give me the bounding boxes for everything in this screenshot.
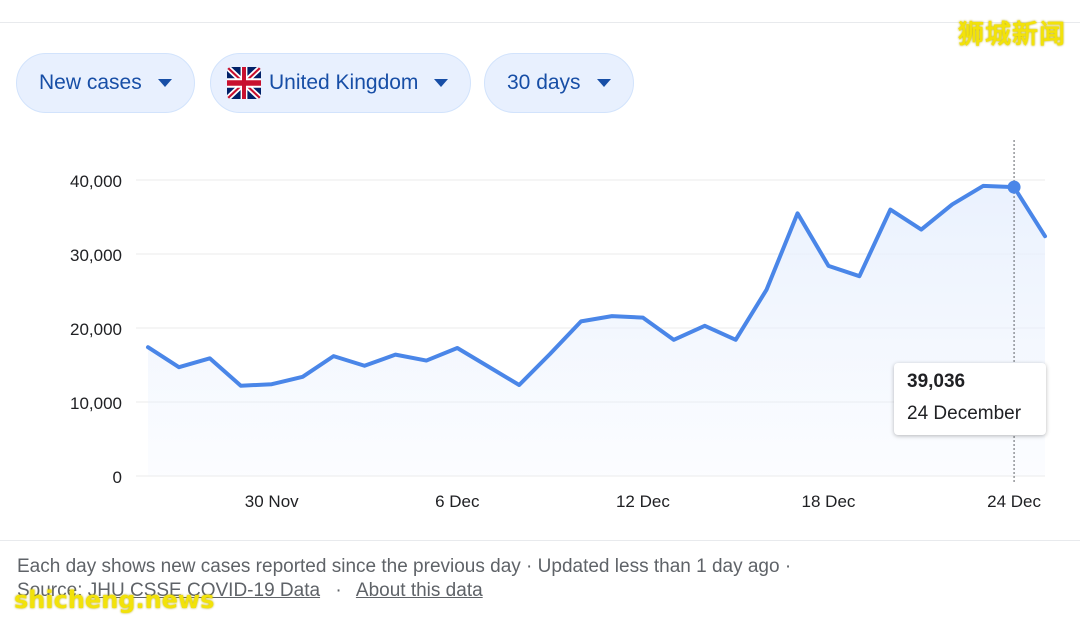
chart-footer: Each day shows new cases reported since … [17,555,791,603]
y-tick-label: 10,000 [70,394,122,413]
cases-chart-svg[interactable]: 40,000 30,000 20,000 10,000 0 30 Nov 6 Dec 12 D… [0,130,1080,530]
data-point-20 [765,288,769,292]
chart-tooltip: 39,036 24 December [894,363,1046,435]
source-link[interactable]: JHU CSSE COVID-19 Data [87,580,321,601]
bottom-divider [0,540,1080,541]
cases-chart[interactable]: 40,000 30,000 20,000 10,000 0 30 Nov 6 Dec 12 D… [0,130,1080,530]
chevron-down-icon [596,79,611,87]
data-point-4 [270,382,274,386]
data-point-12 [517,383,521,387]
data-point-17 [672,338,676,342]
data-point-5 [301,375,305,379]
top-divider [0,22,1080,23]
y-tick-label: 30,000 [70,246,122,265]
chevron-down-icon [157,79,172,87]
x-tick-label: 6 Dec [435,492,480,511]
data-point-24 [888,208,892,212]
data-point-9 [424,359,428,363]
y-tick-label: 20,000 [70,320,122,339]
data-point-23 [857,274,861,278]
data-point-3 [239,384,243,388]
data-point-19 [734,338,738,342]
tooltip-value: 39,036 [907,371,966,392]
series-area [148,185,1045,477]
data-point-21 [796,211,800,215]
region-dropdown[interactable]: United Kingdom [210,53,472,113]
y-tick-label: 40,000 [70,172,122,191]
y-tick-label: 0 [113,468,122,487]
data-point-14 [579,319,583,323]
x-tick-label: 30 Nov [245,492,299,511]
data-point-29 [1043,234,1047,238]
highlight-point [1007,180,1021,194]
data-point-7 [363,364,367,368]
data-point-6 [332,354,336,358]
metric-dropdown-label: New cases [39,71,142,94]
footer-description: Each day shows new cases reported since … [17,556,792,577]
data-point-27 [981,184,985,188]
tooltip-date: 24 December [907,403,1022,424]
data-point-10 [455,346,459,350]
data-point-18 [703,324,707,328]
data-point-13 [548,352,552,356]
data-point-26 [950,202,954,206]
x-tick-label: 24 Dec [987,492,1041,511]
data-point-8 [393,353,397,357]
period-dropdown-label: 30 days [507,71,581,94]
metric-dropdown[interactable]: New cases [16,53,195,113]
data-point-2 [208,356,212,360]
data-point-1 [177,365,181,369]
region-dropdown-label: United Kingdom [269,71,419,94]
chevron-down-icon [434,79,449,87]
x-tick-label: 12 Dec [616,492,670,511]
data-point-22 [826,264,830,268]
about-data-link[interactable]: About this data [355,580,483,601]
watermark-top-right: 狮城新闻 [957,20,1066,50]
x-tick-label: 18 Dec [802,492,856,511]
data-point-15 [610,314,614,318]
data-point-11 [486,364,490,368]
period-dropdown[interactable]: 30 days [484,53,634,113]
watermark-bottom-left: shicheng.news [14,586,215,614]
data-point-16 [641,316,645,320]
data-point-25 [919,228,923,232]
data-point-0 [146,345,150,349]
series-line [146,183,1047,388]
source-prefix: Source: [17,580,83,601]
footer-separator: · [335,580,342,601]
uk-flag-icon [227,67,261,99]
